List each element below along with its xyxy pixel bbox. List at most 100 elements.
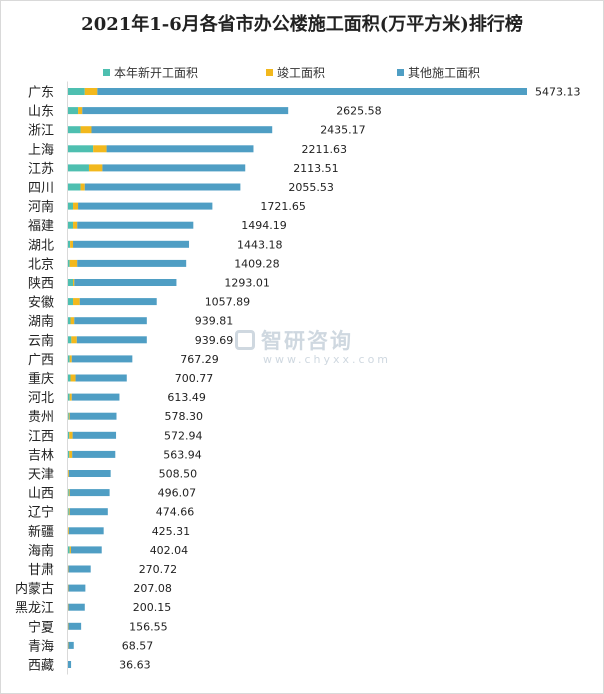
value-label: 2211.63: [302, 143, 348, 156]
bar-segment-other: [79, 298, 157, 306]
bar-segment-completed: [88, 164, 103, 172]
legend-swatch-new-start: [103, 69, 110, 76]
bar-segment-other: [91, 126, 273, 134]
value-label: 2435.17: [320, 124, 366, 137]
value-label: 578.30: [165, 410, 204, 423]
category-label: 内蒙古: [15, 581, 54, 597]
bar-segment-new-start: [68, 279, 74, 286]
value-label: 767.29: [180, 353, 219, 366]
category-label: 辽宁: [28, 505, 54, 521]
value-label: 508.50: [159, 468, 198, 481]
bar-segment-new-start: [68, 450, 70, 458]
bar-segment-other: [68, 603, 85, 611]
bar-segment-completed: [68, 527, 69, 535]
legend-label-other: 其他施工面积: [408, 66, 481, 80]
category-label: 四川: [28, 181, 54, 196]
bar-segment-other: [73, 240, 190, 248]
bar-segment-completed: [73, 298, 80, 306]
watermark-logo-icon: [235, 330, 255, 350]
category-label: 湖北: [28, 238, 54, 253]
legend-label-completed: 竣工面积: [277, 66, 326, 80]
category-label: 新疆: [28, 524, 54, 540]
category-label: 湖南: [28, 314, 54, 330]
bar-segment-new-start: [68, 431, 70, 439]
bar-segment-other: [68, 470, 111, 477]
bar-segment-new-start: [68, 317, 71, 325]
value-label: 200.15: [133, 601, 172, 614]
bar-segment-new-start: [68, 88, 85, 95]
legend: 本年新开工面积 竣工面积 其他施工面积: [0, 64, 604, 82]
bar-segment-new-start: [68, 355, 70, 363]
category-label: 浙江: [28, 124, 54, 139]
category-label: 北京: [28, 257, 54, 272]
bar-segment-completed: [69, 259, 78, 267]
chart-title: 2021年1-6月各省市办公楼施工面积(万平方米)排行榜: [81, 14, 523, 35]
value-label: 270.72: [139, 563, 178, 576]
value-label: 402.04: [150, 544, 189, 557]
watermark-name: 智研咨询: [261, 329, 353, 353]
value-label: 68.57: [122, 639, 154, 652]
value-label: 1494.19: [241, 219, 286, 232]
bar-segment-other: [71, 355, 133, 363]
bar-segment-completed: [69, 546, 71, 554]
value-label: 1443.18: [237, 238, 283, 251]
category-label: 青海: [28, 639, 54, 654]
value-label: 700.77: [175, 372, 214, 385]
value-label: 2625.58: [336, 105, 382, 118]
bar-segment-new-start: [68, 107, 79, 115]
bar-segment-completed: [70, 374, 76, 382]
category-label: 上海: [28, 143, 54, 158]
watermark: 智研咨询 www.chyxx.com: [235, 325, 391, 366]
category-label: 宁夏: [28, 619, 54, 635]
value-label: 1409.28: [234, 257, 280, 270]
bar-segment-other: [75, 374, 127, 382]
bar-segment-other: [68, 565, 91, 573]
category-label: 江苏: [28, 161, 54, 177]
legend-item-other: 其他施工面积: [397, 64, 480, 81]
bar-segment-other: [77, 221, 194, 229]
category-label: 海南: [28, 543, 54, 559]
legend-swatch-completed: [266, 69, 273, 76]
category-label: 天津: [28, 468, 54, 483]
value-label: 572.94: [164, 429, 203, 442]
watermark-url: www.chyxx.com: [263, 353, 392, 366]
bar-segment-new-start: [68, 183, 81, 191]
category-label: 重庆: [28, 371, 54, 387]
bar-segment-other: [76, 336, 147, 344]
value-label: 207.08: [133, 582, 172, 595]
bar-segment-other: [68, 622, 82, 630]
bar-segment-other: [70, 546, 102, 554]
category-label: 黑龙江: [15, 601, 54, 616]
bar-segment-new-start: [68, 202, 74, 210]
value-label: 425.31: [152, 525, 191, 538]
bar-segment-new-start: [68, 298, 74, 306]
bar-segment-other: [74, 317, 147, 325]
bar-segment-new-start: [68, 489, 69, 497]
bar-segment-other: [68, 641, 74, 649]
value-label: 939.69: [195, 334, 234, 347]
bar-segment-completed: [78, 107, 83, 115]
bar-segment-completed: [68, 470, 69, 477]
legend-item-completed: 竣工面积: [266, 64, 325, 81]
bar-segment-other: [72, 450, 116, 458]
bar-segment-other: [74, 279, 177, 286]
legend-swatch-other: [397, 69, 404, 76]
category-label: 江西: [28, 429, 54, 444]
value-label: 5473.13: [535, 86, 581, 99]
bar-segment-new-start: [68, 164, 89, 172]
bar-segment-completed: [69, 450, 73, 458]
value-label: 2113.51: [293, 162, 339, 175]
bar-segment-completed: [93, 145, 107, 153]
legend-item-new-start: 本年新开工面积: [103, 64, 198, 81]
legend-label-new-start: 本年新开工面积: [114, 66, 199, 80]
bar-segment-completed: [70, 317, 75, 325]
bar-segment-completed: [80, 126, 92, 134]
bar-segment-new-start: [68, 393, 70, 401]
bar-segment-new-start: [68, 546, 70, 554]
value-label: 613.49: [167, 391, 206, 404]
bar-segment-completed: [84, 88, 98, 95]
bar-segment-completed: [73, 221, 78, 229]
bar-segment-completed: [69, 393, 72, 401]
bar-segment-completed: [69, 431, 73, 439]
